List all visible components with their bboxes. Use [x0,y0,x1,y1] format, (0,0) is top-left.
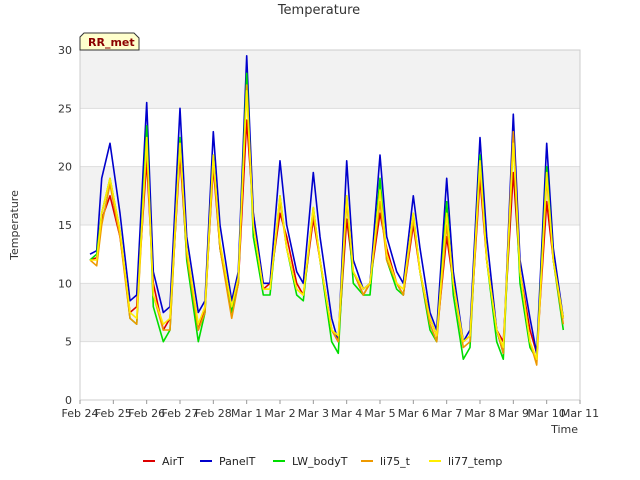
x-tick-label: Mar 5 [364,407,395,420]
y-tick-label: 30 [58,44,72,57]
legend-label-panelt: PanelT [219,455,256,468]
x-tick-label: Mar 8 [464,407,495,420]
x-tick-label: Mar 4 [331,407,362,420]
legend-label-lw-bodyt: LW_bodyT [292,455,348,468]
x-tick-label: Mar 11 [561,407,599,420]
x-tick-label: Mar 3 [298,407,329,420]
x-tick-label: Mar 2 [264,407,295,420]
grid-band [80,50,580,109]
legend: AirT PanelT LW_bodyT li75_t li77_temp [143,455,502,468]
x-tick-label: Feb 25 [95,407,132,420]
y-axis-title: Temperature [8,190,21,261]
x-tick-label: Feb 28 [195,407,232,420]
grid-bands [80,50,580,342]
grid-band [80,166,580,225]
y-tick-label: 15 [58,219,72,232]
badge-shape [79,32,140,51]
series-line-panelt [89,55,565,355]
badge-label: RR_met [88,36,135,49]
x-tick-label: Mar 7 [431,407,462,420]
x-tick-label: Mar 9 [498,407,529,420]
plot-frame [79,49,581,401]
plot-area [79,49,581,401]
series-lines [89,55,565,366]
x-tick-label: Mar 6 [398,407,429,420]
y-tick-label: 25 [58,102,72,115]
legend-label-li77-temp: li77_temp [448,455,502,468]
x-tick-label: Feb 27 [162,407,199,420]
x-tick-label: Mar 10 [528,407,566,420]
series-line-li77-temp [90,90,565,360]
station-badge: RR_met [79,32,140,51]
y-tick-label: 5 [65,336,72,349]
y-tick-label: 10 [58,277,72,290]
y-tick-labels: 0 5 10 15 20 25 30 [58,44,72,407]
legend-label-li75-t: li75_t [380,455,411,468]
chart-title: Temperature [277,3,360,18]
x-tick-label: Feb 26 [128,407,165,420]
x-tick-label: Feb 24 [62,407,99,420]
x-tick-label: Mar 1 [231,407,262,420]
x-axis-title: Time [550,423,578,436]
y-tick-label: 20 [58,161,72,174]
legend-label-airt: AirT [162,455,184,468]
y-tick-label: 0 [65,394,72,407]
